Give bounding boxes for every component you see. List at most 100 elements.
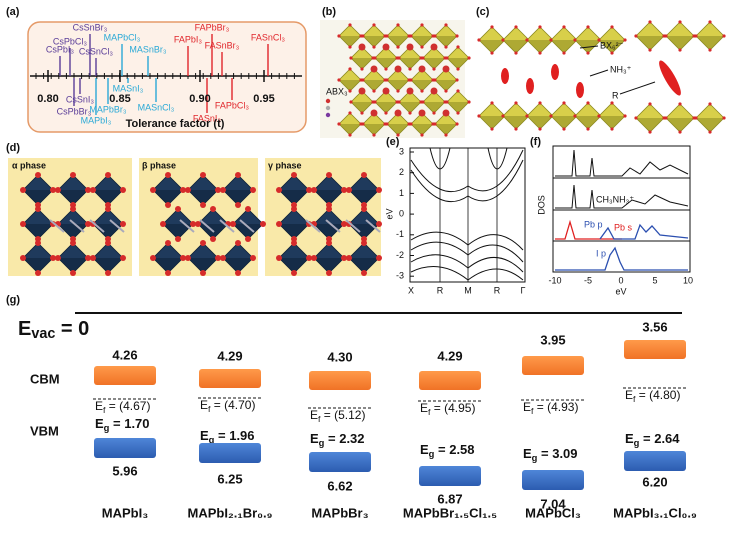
octahedron-shade (314, 190, 344, 205)
octahedron-shade (23, 258, 53, 273)
octahedron-shade (527, 40, 553, 53)
octahedron-shade (411, 124, 433, 135)
compound-label: MAPbBr₃ (89, 104, 127, 114)
anion (396, 133, 400, 137)
anion (250, 255, 256, 261)
a-cation (406, 43, 414, 51)
symbol: E (420, 442, 429, 457)
y-tick-label: 3 (399, 146, 404, 156)
vbm-value: 6.62 (327, 478, 352, 493)
anion (586, 127, 590, 131)
anion (210, 206, 216, 212)
layered-label: BX₆²⁻ (600, 40, 624, 50)
tick-label: 0.95 (253, 93, 274, 105)
y-tick-label: 0 (399, 208, 404, 218)
level-label: Ef = (4.95) (420, 401, 475, 417)
pointer (619, 81, 656, 95)
organic-chain (49, 219, 65, 233)
anion (420, 133, 424, 137)
level-label: Eg = 2.64 (625, 431, 680, 448)
octahedron-shade (447, 102, 469, 113)
material-name: MAPbI₂.₁Br₀.₉ (188, 505, 273, 520)
organic-cation (576, 82, 584, 98)
anion (220, 255, 226, 261)
level-label: Eg = 1.96 (200, 428, 255, 445)
anion (634, 116, 638, 120)
level-text: = (434, 442, 449, 457)
octahedron-shade (666, 118, 694, 132)
anion (20, 255, 26, 261)
y-axis-label: eV (384, 208, 394, 219)
anion (562, 51, 566, 55)
anion (708, 130, 712, 134)
anion (573, 114, 577, 118)
level-text: = 0 (55, 318, 89, 340)
octahedron-shade (58, 258, 88, 273)
x-tick-label: 5 (652, 275, 657, 285)
level-label: Ef = (4.67) (95, 399, 150, 415)
legend-dot (325, 98, 331, 104)
level-label: Eg = 3.09 (523, 446, 578, 463)
a-cation (418, 65, 426, 73)
anion (200, 270, 206, 276)
anion (165, 270, 171, 276)
band-curve (410, 231, 524, 251)
subscript: g (634, 438, 640, 448)
anion (722, 34, 726, 38)
anion (562, 127, 566, 131)
vbm-value: 6.25 (217, 471, 242, 486)
anion (361, 78, 365, 82)
octahedron-shade (411, 80, 433, 91)
anion (444, 133, 448, 137)
anion (326, 240, 332, 246)
anion (165, 202, 171, 208)
anion (501, 38, 505, 42)
anion (678, 20, 682, 24)
anion (372, 133, 376, 137)
anion (200, 240, 206, 246)
level-text: = (430, 401, 444, 415)
a-cation (394, 65, 402, 73)
dos-curve (555, 219, 622, 240)
anion (397, 100, 401, 104)
tick-label: 0.85 (109, 93, 130, 105)
anion (70, 206, 76, 212)
tick-label: 0.80 (37, 93, 58, 105)
anion (490, 25, 494, 29)
a-cation (370, 109, 378, 117)
symbol: E (200, 428, 209, 443)
anion (525, 114, 529, 118)
anion (514, 127, 518, 131)
anion (200, 202, 206, 208)
anion (50, 187, 56, 193)
anion (376, 187, 382, 193)
a-cation (430, 87, 438, 95)
anion (648, 102, 652, 106)
anion (372, 23, 376, 27)
anion (678, 102, 682, 106)
subscript: f (103, 405, 106, 415)
anion (610, 51, 614, 55)
octahedron-shade (233, 224, 263, 239)
octahedron-shade (153, 190, 183, 205)
level-text: (5.12) (334, 408, 365, 422)
anion (562, 101, 566, 105)
panel-label: (e) (386, 136, 400, 148)
a-cation (442, 109, 450, 117)
anion (396, 23, 400, 27)
panel-label: (f) (530, 136, 541, 148)
anion (349, 56, 353, 60)
anion (421, 56, 425, 60)
x-tick-label: -10 (548, 275, 561, 285)
anion (337, 78, 341, 82)
symbol: E (523, 400, 531, 414)
anion (597, 114, 601, 118)
octahedron-shade (93, 258, 123, 273)
anion (444, 23, 448, 27)
anion (409, 34, 413, 38)
x-tick-label: 0 (618, 275, 623, 285)
anion (664, 116, 668, 120)
level-text: 2.32 (339, 431, 364, 446)
anion (408, 67, 412, 71)
